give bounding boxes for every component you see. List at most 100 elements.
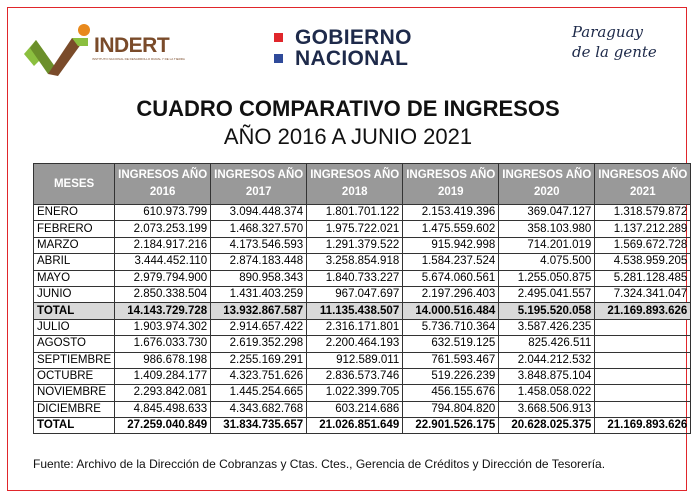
- month-cell: NOVIEMBRE: [32, 384, 116, 402]
- amount-cell: 1.318.579.872: [594, 203, 692, 222]
- amount-cell: 2.619.352.298: [210, 335, 308, 353]
- amount-cell: 2.197.296.403: [402, 285, 500, 304]
- amount-cell: 456.155.676: [402, 384, 500, 402]
- indert-logo: INDERT INSTITUTO NACIONAL DE DESARROLLO …: [22, 22, 185, 77]
- red-square-icon: [274, 33, 283, 42]
- month-cell: DICIEMBRE: [32, 400, 116, 419]
- total-row: TOTAL 27.259.040.849 31.834.735.657 21.026.…: [32, 417, 692, 435]
- amount-cell: [594, 335, 692, 353]
- de-la-gente-text: de la gente: [572, 43, 657, 61]
- amount-cell: 22.901.526.175: [402, 417, 500, 435]
- month-cell: TOTAL: [32, 417, 116, 435]
- amount-cell: 31.834.735.657: [210, 417, 308, 435]
- indert-subtitle: INSTITUTO NACIONAL DE DESARROLLO RURAL Y…: [92, 57, 185, 61]
- page-title: CUADRO COMPARATIVO DE INGRESOS: [136, 96, 560, 121]
- table-row: JUNIO 2.850.338.504 1.431.403.259 967.047.6…: [32, 285, 692, 304]
- amount-cell: 3.258.854.918: [306, 253, 404, 271]
- amount-cell: [594, 318, 692, 337]
- column-header: INGRESOS AÑO 2019: [402, 163, 500, 205]
- paraguay-de-la-gente-logo: Paraguay de la gente: [558, 22, 657, 62]
- amount-cell: 1.801.701.122: [306, 203, 404, 222]
- amount-cell: 4.173.546.593: [210, 236, 308, 255]
- amount-cell: 2.044.212.532: [498, 351, 596, 369]
- month-cell: JULIO: [32, 318, 116, 337]
- amount-cell: 519.226.239: [402, 367, 500, 386]
- amount-cell: 890.958.343: [210, 269, 308, 287]
- amount-cell: 21.169.893.626: [594, 417, 692, 435]
- blue-square-icon: [274, 54, 283, 63]
- column-header: INGRESOS AÑO 2020: [498, 163, 596, 205]
- amount-cell: 3.094.448.374: [210, 203, 308, 222]
- amount-cell: 3.668.506.913: [498, 400, 596, 419]
- amount-cell: 1.291.379.522: [306, 236, 404, 255]
- table-row: AGOSTO 1.676.033.730 2.619.352.298 2.200.46…: [32, 335, 692, 353]
- column-header: MESES: [32, 163, 116, 205]
- amount-cell: 27.259.040.849: [114, 417, 212, 435]
- amount-cell: 21.169.893.626: [594, 302, 692, 320]
- amount-cell: 1.676.033.730: [114, 335, 212, 353]
- amount-cell: 610.973.799: [114, 203, 212, 222]
- month-cell: SEPTIEMBRE: [32, 351, 116, 369]
- month-cell: TOTAL: [32, 302, 116, 320]
- indert-name: INDERT: [94, 34, 170, 57]
- amount-cell: 3.444.452.110: [114, 253, 212, 271]
- month-cell: MARZO: [32, 236, 116, 255]
- amount-cell: 5.736.710.364: [402, 318, 500, 337]
- amount-cell: 4.343.682.768: [210, 400, 308, 419]
- indert-emblem-icon: [24, 24, 90, 76]
- amount-cell: 2.850.338.504: [114, 285, 212, 304]
- amount-cell: 2.293.842.081: [114, 384, 212, 402]
- total-row: TOTAL 14.143.729.728 13.932.867.587 11.135.…: [32, 302, 692, 320]
- amount-cell: 1.409.284.177: [114, 367, 212, 386]
- amount-cell: 2.874.183.448: [210, 253, 308, 271]
- amount-cell: 1.445.254.665: [210, 384, 308, 402]
- amount-cell: 2.836.573.746: [306, 367, 404, 386]
- amount-cell: 2.073.253.199: [114, 220, 212, 238]
- table-row: OCTUBRE 1.409.284.177 4.323.751.626 2.836.5…: [32, 367, 692, 386]
- paraguay-text: Paraguay: [571, 23, 643, 41]
- amount-cell: 1.458.058.022: [498, 384, 596, 402]
- source-note: Fuente: Archivo de la Dirección de Cobra…: [33, 457, 606, 471]
- amount-cell: 794.804.820: [402, 400, 500, 419]
- amount-cell: 2.153.419.396: [402, 203, 500, 222]
- amount-cell: 603.214.686: [306, 400, 404, 419]
- amount-cell: [594, 351, 692, 369]
- amount-cell: 1.255.050.875: [498, 269, 596, 287]
- amount-cell: 825.426.511: [498, 335, 596, 353]
- table-row: ABRIL 3.444.452.110 2.874.183.448 3.258.854…: [32, 253, 692, 271]
- amount-cell: 5.281.128.485: [594, 269, 692, 287]
- amount-cell: 5.674.060.561: [402, 269, 500, 287]
- amount-cell: 11.135.438.507: [306, 302, 404, 320]
- amount-cell: 1.468.327.570: [210, 220, 308, 238]
- column-header: INGRESOS AÑO 2016: [114, 163, 212, 205]
- column-header: INGRESOS AÑO 2021: [594, 163, 692, 205]
- column-header: INGRESOS AÑO 2018: [306, 163, 404, 205]
- month-cell: FEBRERO: [32, 220, 116, 238]
- amount-cell: 21.026.851.649: [306, 417, 404, 435]
- amount-cell: 1.431.403.259: [210, 285, 308, 304]
- table-header-row: MESES INGRESOS AÑO 2016 INGRESOS AÑO 2017 ING…: [32, 163, 692, 205]
- amount-cell: [594, 367, 692, 386]
- month-cell: OCTUBRE: [32, 367, 116, 386]
- amount-cell: 1.475.559.602: [402, 220, 500, 238]
- amount-cell: 1.022.399.705: [306, 384, 404, 402]
- amount-cell: 2.979.794.900: [114, 269, 212, 287]
- amount-cell: 761.593.467: [402, 351, 500, 369]
- amount-cell: 4.538.959.205: [594, 253, 692, 271]
- amount-cell: 714.201.019: [498, 236, 596, 255]
- table-row: MAYO 2.979.794.900 890.958.343 1.840.733.22…: [32, 269, 692, 287]
- amount-cell: 986.678.198: [114, 351, 212, 369]
- amount-cell: 20.628.025.375: [498, 417, 596, 435]
- month-cell: JUNIO: [32, 285, 116, 304]
- table-row: NOVIEMBRE 2.293.842.081 1.445.254.665 1.022…: [32, 384, 692, 402]
- amount-cell: 14.000.516.484: [402, 302, 500, 320]
- amount-cell: 7.324.341.047: [594, 285, 692, 304]
- nacional-text: NACIONAL: [295, 46, 409, 70]
- amount-cell: 3.848.875.104: [498, 367, 596, 386]
- amount-cell: 1.569.672.728: [594, 236, 692, 255]
- table-row: ENERO 610.973.799 3.094.448.374 1.801.701.1…: [32, 203, 692, 222]
- amount-cell: 14.143.729.728: [114, 302, 212, 320]
- month-cell: MAYO: [32, 269, 116, 287]
- amount-cell: 4.075.500: [498, 253, 596, 271]
- amount-cell: 1.584.237.524: [402, 253, 500, 271]
